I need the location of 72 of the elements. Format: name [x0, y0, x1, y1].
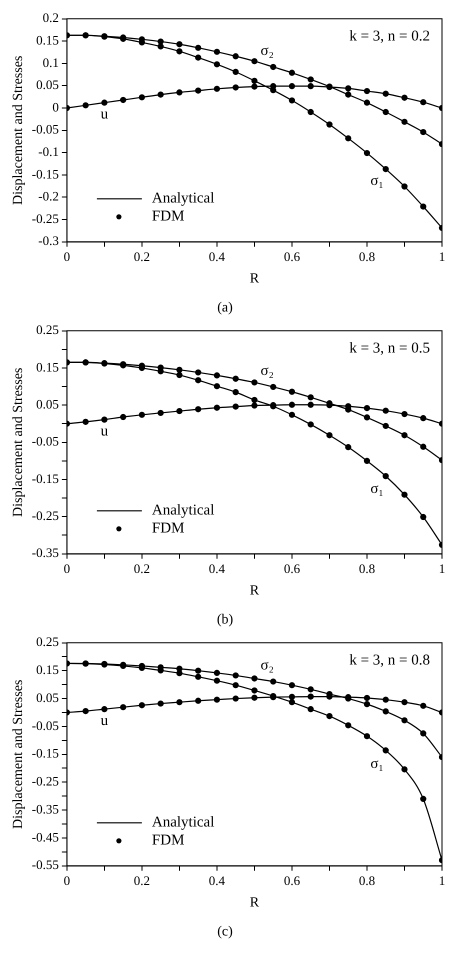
y-tick-label: -0.35 — [32, 545, 59, 560]
annotation: k = 3, n = 0.5 — [349, 340, 430, 357]
x-tick-label: 0.2 — [134, 249, 150, 264]
legend-label: FDM — [152, 832, 184, 849]
legend-label: Analytical — [152, 190, 214, 207]
y-axis-title: Displacement and Stresses — [11, 680, 26, 829]
x-axis-title: R — [250, 583, 260, 598]
legend-label: Analytical — [152, 502, 214, 519]
y-tick-label: -0.35 — [32, 801, 59, 816]
x-tick-label: 0.4 — [208, 561, 226, 576]
y-tick-label: -0.3 — [38, 233, 59, 248]
text: (c) — [217, 924, 234, 940]
y-tick-label: 0.15 — [36, 359, 59, 374]
y-tick-label: -0.05 — [32, 122, 59, 137]
x-tick-label: 0.6 — [284, 873, 301, 888]
annotation: u — [100, 424, 109, 440]
y-tick-label: 0.05 — [36, 396, 59, 412]
y-tick-label: -0.05 — [32, 718, 59, 733]
y-tick-label: -0.05 — [32, 434, 59, 449]
annotation: σ₁ — [370, 756, 384, 772]
y-tick-label: -0.55 — [32, 857, 59, 872]
y-tick-label: 0.05 — [36, 77, 59, 92]
x-tick-label: 0.8 — [358, 561, 376, 576]
annotation: u — [100, 106, 109, 123]
annotation: k = 3, n = 0.8 — [349, 652, 430, 669]
x-axis-title: R — [250, 271, 260, 286]
y-tick-label: -0.15 — [32, 470, 59, 486]
x-tick-label: 0 — [64, 249, 70, 264]
x-tick-label: 0.2 — [134, 873, 150, 888]
legend-label: Analytical — [152, 814, 214, 831]
y-tick-label: -0.25 — [32, 508, 59, 524]
x-axis-title: R — [250, 895, 260, 910]
x-tick-label: 0.4 — [208, 873, 226, 888]
x-tick-label: 0 — [64, 561, 70, 576]
x-tick-label: 0 — [64, 873, 70, 888]
y-tick-label: -0.15 — [32, 746, 59, 761]
annotation: σ₁ — [370, 480, 384, 497]
y-tick-label: 0.15 — [36, 662, 59, 678]
annotation: σ₂ — [260, 657, 274, 674]
x-tick-label: 1 — [438, 561, 446, 576]
legend-label: FDM — [152, 208, 184, 225]
legend-label: FDM — [152, 520, 184, 537]
annotation: σ₂ — [260, 42, 274, 59]
text: (b) — [216, 612, 234, 628]
annotation: u — [100, 713, 109, 730]
y-tick-label: -0.25 — [32, 774, 59, 789]
y-tick-label: -0.2 — [38, 188, 59, 204]
y-tick-label: 0.1 — [42, 54, 59, 70]
y-tick-label: -0.1 — [38, 144, 59, 160]
x-tick-label: 0.2 — [134, 561, 150, 576]
x-tick-label: 0.6 — [284, 561, 301, 576]
y-tick-label: -0.45 — [32, 829, 59, 844]
y-tick-label: -0.25 — [32, 210, 59, 226]
y-tick-label: 0.05 — [36, 690, 59, 705]
x-tick-label: 0.4 — [208, 249, 226, 264]
y-tick-label: 0.2 — [42, 10, 59, 26]
annotation: σ₂ — [260, 362, 274, 379]
annotation: σ₁ — [370, 172, 384, 189]
annotation: k = 3, n = 0.2 — [349, 28, 430, 45]
x-tick-label: 0.6 — [284, 249, 301, 264]
x-tick-label: 1 — [438, 249, 446, 264]
y-tick-label: 0.25 — [36, 634, 59, 650]
y-axis-title: Displacement and Stresses — [11, 56, 26, 205]
text: (a) — [217, 300, 234, 316]
y-tick-label: 0.25 — [36, 322, 59, 338]
y-tick-label: -0.15 — [32, 166, 59, 182]
x-tick-label: 1 — [438, 873, 446, 888]
y-tick-label: 0.15 — [36, 32, 59, 48]
x-tick-label: 0.8 — [358, 249, 376, 264]
x-tick-label: 0.8 — [358, 873, 376, 888]
y-axis-title: Displacement and Stresses — [11, 368, 26, 517]
y-tick-label: 0 — [52, 99, 59, 114]
